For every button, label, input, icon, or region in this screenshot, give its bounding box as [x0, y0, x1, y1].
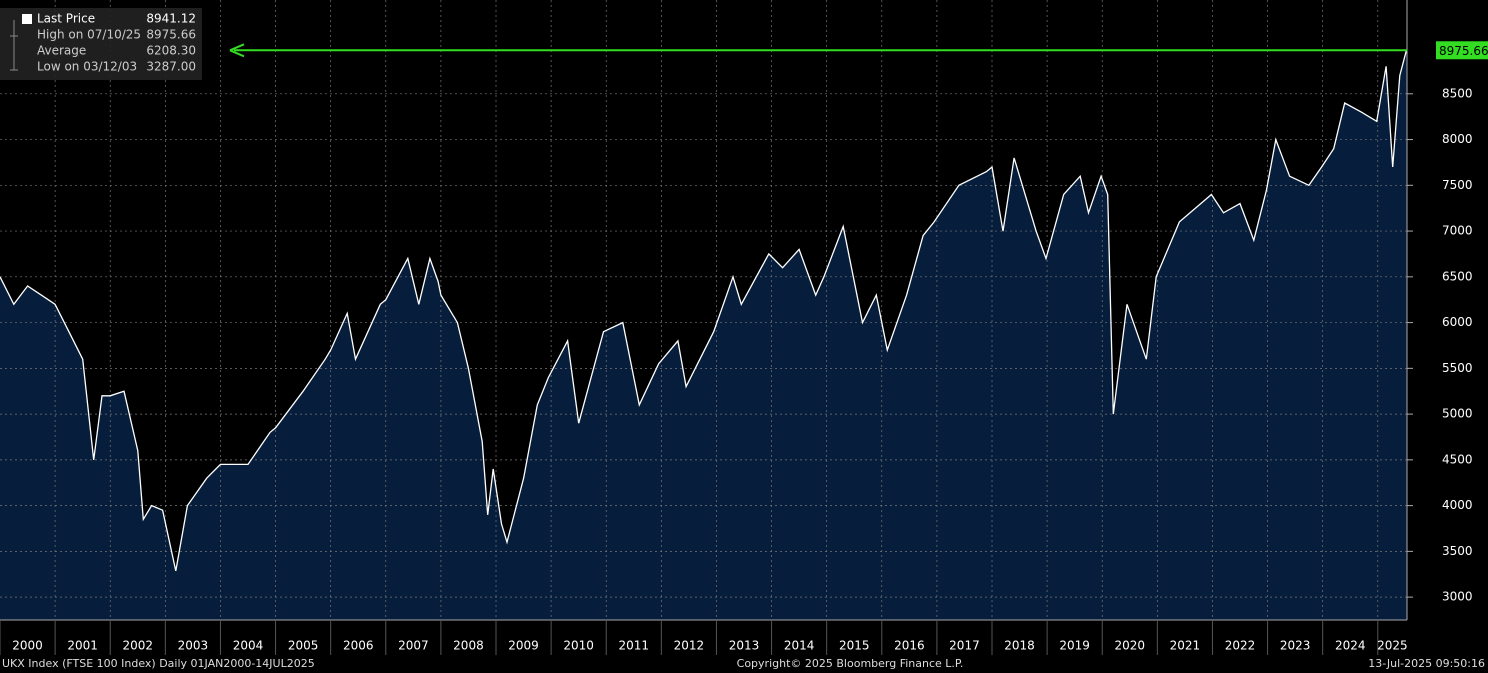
x-tick-label: 2010 — [563, 639, 594, 653]
y-tick-label: 6500 — [1442, 269, 1473, 283]
x-tick-label: 2003 — [178, 639, 209, 653]
y-tick-label: 4000 — [1442, 498, 1473, 512]
y-tick-label: 7500 — [1442, 178, 1473, 192]
x-tick-label: 2015 — [839, 639, 870, 653]
legend-label: High on 07/10/25 — [37, 28, 141, 42]
x-tick-label: 2008 — [453, 639, 484, 653]
legend-value: 6208.30 — [146, 44, 196, 58]
y-tick-label: 3500 — [1442, 544, 1473, 558]
x-tick-label: 2007 — [398, 639, 429, 653]
high-arrow — [229, 43, 245, 58]
legend-value: 3287.00 — [146, 60, 196, 74]
x-tick-label: 2024 — [1335, 639, 1366, 653]
x-tick-label: 2011 — [619, 639, 650, 653]
footer-center: Copyright© 2025 Bloomberg Finance L.P. — [737, 657, 964, 670]
x-tick-label: 2005 — [288, 639, 319, 653]
y-tick-label: 7000 — [1442, 224, 1473, 238]
high-label: 8975.66 — [1439, 44, 1488, 58]
x-tick-label: 2019 — [1059, 639, 1090, 653]
x-tick-label: 2014 — [784, 639, 815, 653]
legend-value: 8975.66 — [146, 28, 196, 42]
legend-label: Average — [37, 44, 86, 58]
x-tick-label: 2013 — [729, 639, 760, 653]
area-fill — [0, 50, 1407, 621]
x-tick-label: 2020 — [1115, 639, 1146, 653]
y-tick-label: 5500 — [1442, 361, 1473, 375]
legend-tree — [10, 20, 18, 71]
x-tick-label: 2017 — [949, 639, 980, 653]
x-tick-label: 2018 — [1004, 639, 1035, 653]
y-tick-label: 6000 — [1442, 315, 1473, 329]
x-tick-label: 2012 — [674, 639, 705, 653]
legend-value: 8941.12 — [146, 12, 196, 26]
high-label-box — [1436, 41, 1488, 60]
x-tick-label: 2006 — [343, 639, 374, 653]
y-tick-label: 8000 — [1442, 132, 1473, 146]
legend-label: Low on 03/12/03 — [37, 60, 137, 74]
y-tick-label: 3000 — [1442, 590, 1473, 604]
x-tick-label: 2021 — [1170, 639, 1201, 653]
legend-label: Last Price — [37, 12, 95, 26]
x-tick-label: 2009 — [508, 639, 539, 653]
x-tick-label: 2000 — [12, 639, 43, 653]
y-tick-label: 4500 — [1442, 452, 1473, 466]
legend-box — [0, 8, 202, 80]
x-tick-label: 2023 — [1280, 639, 1311, 653]
legend: Last Price 8941.12 High on 07/10/25 8975.66… — [0, 8, 202, 80]
x-tick-label: 2004 — [233, 639, 264, 653]
footer-right: 13-Jul-2025 09:50:16 — [1368, 657, 1485, 670]
x-tick-label: 2002 — [123, 639, 154, 653]
x-tick-label: 2001 — [67, 639, 98, 653]
price-line — [0, 50, 1408, 572]
x-tick-label: 2025 — [1377, 639, 1408, 653]
legend-swatch — [22, 14, 32, 24]
footer-left: UKX Index (FTSE 100 Index) Daily 01JAN20… — [2, 657, 315, 670]
x-tick-label: 2022 — [1225, 639, 1256, 653]
y-tick-label: 8500 — [1442, 86, 1473, 100]
x-tick-label: 2016 — [894, 639, 925, 653]
y-tick-label: 5000 — [1442, 407, 1473, 421]
